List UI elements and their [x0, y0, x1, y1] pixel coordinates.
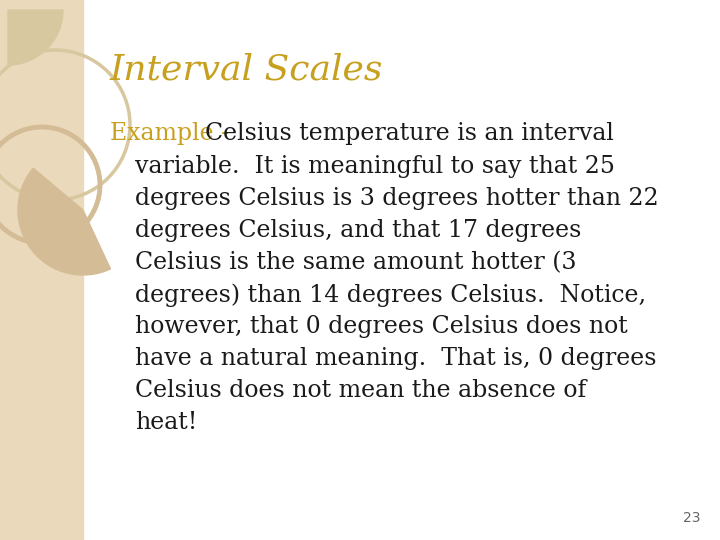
Text: Celsius temperature is an interval: Celsius temperature is an interval: [205, 122, 614, 145]
Text: degrees Celsius is 3 degrees hotter than 22: degrees Celsius is 3 degrees hotter than…: [135, 187, 659, 210]
Text: have a natural meaning.  That is, 0 degrees: have a natural meaning. That is, 0 degre…: [135, 347, 657, 370]
Text: degrees Celsius, and that 17 degrees: degrees Celsius, and that 17 degrees: [135, 219, 581, 242]
Text: 23: 23: [683, 511, 700, 525]
Wedge shape: [8, 10, 63, 65]
Bar: [0, 0, 83, 540]
Text: degrees) than 14 degrees Celsius.  Notice,: degrees) than 14 degrees Celsius. Notice…: [135, 283, 646, 307]
Text: heat!: heat!: [135, 411, 197, 434]
Wedge shape: [18, 168, 110, 275]
Text: variable.  It is meaningful to say that 25: variable. It is meaningful to say that 2…: [135, 155, 615, 178]
Text: however, that 0 degrees Celsius does not: however, that 0 degrees Celsius does not: [135, 315, 628, 338]
Text: Celsius does not mean the absence of: Celsius does not mean the absence of: [135, 379, 586, 402]
Text: Celsius is the same amount hotter (3: Celsius is the same amount hotter (3: [135, 251, 577, 274]
Text: Example -: Example -: [110, 122, 236, 145]
Text: Interval Scales: Interval Scales: [110, 52, 383, 86]
